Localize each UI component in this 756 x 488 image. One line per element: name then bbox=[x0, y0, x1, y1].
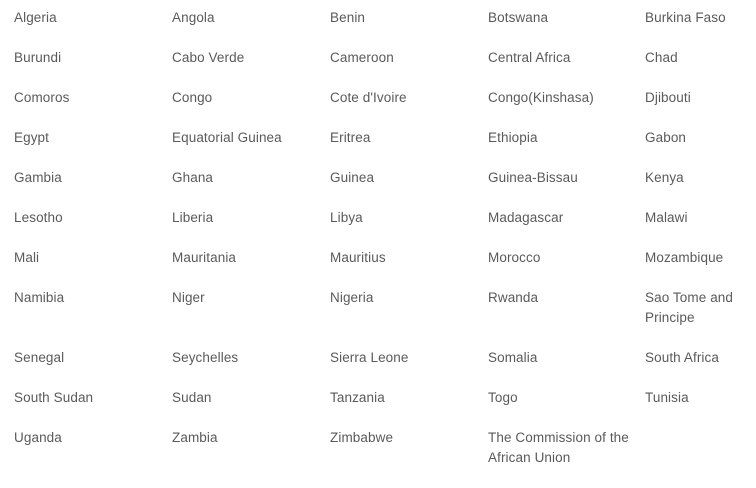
country-name: Chad bbox=[645, 50, 678, 65]
country-name: Togo bbox=[488, 390, 518, 405]
country-name: Zambia bbox=[172, 430, 218, 445]
country-name: Tunisia bbox=[645, 390, 689, 405]
country-name: Uganda bbox=[14, 430, 62, 445]
country-name: Botswana bbox=[488, 10, 549, 25]
country-name: Zimbabwe bbox=[330, 430, 394, 445]
country-name: Guinea bbox=[330, 170, 375, 185]
country-name: Congo(Kinshasa) bbox=[488, 90, 594, 105]
country-name: Libya bbox=[330, 210, 363, 225]
country-name: Namibia bbox=[14, 290, 65, 305]
country-name: Ethiopia bbox=[488, 130, 538, 145]
country-name: Mozambique bbox=[645, 250, 724, 265]
country-name: Cameroon bbox=[330, 50, 394, 65]
country-name: Cote d'Ivoire bbox=[330, 90, 407, 105]
country-name: Sudan bbox=[172, 390, 212, 405]
country-name: South Africa bbox=[645, 350, 719, 365]
country-name: The Commission of the African Union bbox=[488, 430, 629, 465]
country-name: Guinea-Bissau bbox=[488, 170, 578, 185]
grid-cell-empty bbox=[645, 428, 756, 488]
country-name: Tanzania bbox=[330, 390, 385, 405]
country-name: Mali bbox=[14, 250, 40, 265]
country-name: Kenya bbox=[645, 170, 684, 185]
country-name: Cabo Verde bbox=[172, 50, 245, 65]
country-name: South Sudan bbox=[14, 390, 94, 405]
country-name: Eritrea bbox=[330, 130, 371, 145]
country-name: Algeria bbox=[14, 10, 57, 25]
country-name: Lesotho bbox=[14, 210, 63, 225]
country-name: Mauritania bbox=[172, 250, 237, 265]
country-name: Ghana bbox=[172, 170, 214, 185]
country-name: Liberia bbox=[172, 210, 214, 225]
country-name: Gabon bbox=[645, 130, 687, 145]
country-name: Burkina Faso bbox=[645, 10, 726, 25]
country-name: Central Africa bbox=[488, 50, 571, 65]
country-name: Burundi bbox=[14, 50, 62, 65]
country-name: Niger bbox=[172, 290, 205, 305]
country-name: Sao Tome and Principe bbox=[645, 290, 734, 325]
country-name: Congo bbox=[172, 90, 213, 105]
country-name: Madagascar bbox=[488, 210, 564, 225]
country-name: Morocco bbox=[488, 250, 541, 265]
country-name: Comoros bbox=[14, 90, 70, 105]
country-name: Seychelles bbox=[172, 350, 239, 365]
country-name: Senegal bbox=[14, 350, 65, 365]
country-name: Malawi bbox=[645, 210, 688, 225]
country-name: Gambia bbox=[14, 170, 62, 185]
country-name: Benin bbox=[330, 10, 366, 25]
country-name: Somalia bbox=[488, 350, 538, 365]
country-name: Rwanda bbox=[488, 290, 539, 305]
country-name: Angola bbox=[172, 10, 215, 25]
country-name: Nigeria bbox=[330, 290, 374, 305]
country-name: Sierra Leone bbox=[330, 350, 409, 365]
country-name: Djibouti bbox=[645, 90, 691, 105]
country-name: Egypt bbox=[14, 130, 50, 145]
country-name: Equatorial Guinea bbox=[172, 130, 282, 145]
country-name: Mauritius bbox=[330, 250, 386, 265]
